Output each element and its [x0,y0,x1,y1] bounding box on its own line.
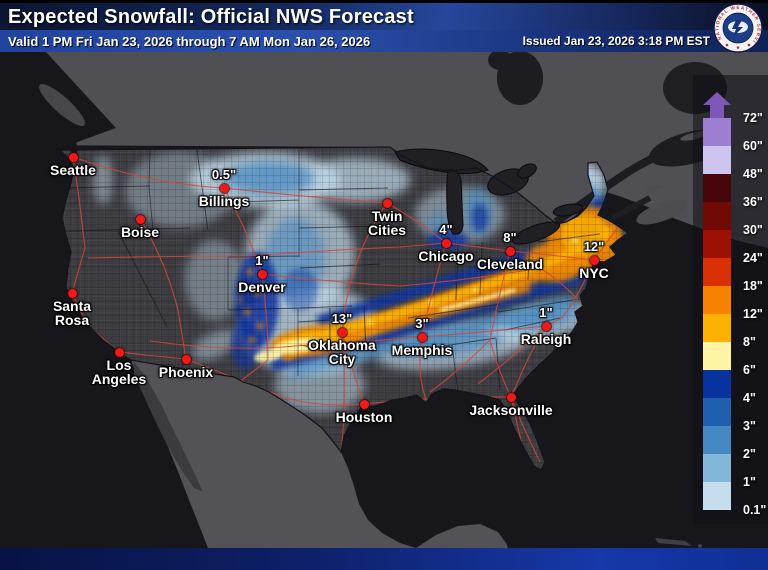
legend-color-bar [703,118,731,510]
legend-band [703,230,731,258]
legend-band [703,202,731,230]
legend-threshold-label: 30" [743,223,763,237]
legend-threshold-label: 72" [743,111,763,125]
legend-threshold-label: 3" [743,419,756,433]
legend-arrow-icon [703,92,731,118]
legend-threshold-label: 1" [743,475,756,489]
issued-timestamp: Issued Jan 23, 2026 3:18 PM EST [522,34,710,48]
map-title: Expected Snowfall: Official NWS Forecast [8,5,414,28]
legend-band [703,426,731,454]
mexico-landmass [131,360,702,548]
legend-band [703,398,731,426]
legend-band [703,342,731,370]
legend-band [703,482,731,510]
snowfall-legend: 72" 60" 48" 36" 30" 24" 18" 12" 8" 6" 4" 3" 2" 1" 0.1" [693,75,768,524]
legend-threshold-label: 18" [743,279,763,293]
legend-threshold-label: 12" [743,307,763,321]
title-bar: Expected Snowfall: Official NWS Forecast [0,0,768,30]
legend-threshold-label: 4" [743,391,756,405]
state-borders [61,149,601,393]
legend-band [703,286,731,314]
legend-band [703,454,731,482]
legend-threshold-label: 0.1" [743,503,767,517]
legend-threshold-label: 36" [743,195,763,209]
legend-threshold-label: 48" [743,167,763,181]
legend-band [703,146,731,174]
subtitle-bar: Valid 1 PM Fri Jan 23, 2026 through 7 AM… [0,30,768,52]
header: Expected Snowfall: Official NWS Forecast… [0,0,768,52]
legend-band [703,258,731,286]
legend-threshold-label: 8" [743,335,756,349]
great-lakes [71,139,584,245]
valid-period-label: Valid 1 PM Fri Jan 23, 2026 through 7 AM… [8,33,371,49]
us-outline [58,146,630,471]
legend-threshold-label: 2" [743,447,756,461]
footer-bar [0,548,768,570]
nws-logo: NATIONAL WEATHER SERVICE [713,3,763,53]
legend-band [703,314,731,342]
legend-threshold-label: 60" [743,139,763,153]
legend-threshold-labels: 72" 60" 48" 36" 30" 24" 18" 12" 8" 6" 4" 3" 2" 1" 0.1" [743,111,768,517]
legend-band [703,370,731,398]
legend-band [703,118,731,146]
legend-threshold-label: 24" [743,251,763,265]
legend-threshold-label: 6" [743,363,756,377]
legend-band [703,174,731,202]
